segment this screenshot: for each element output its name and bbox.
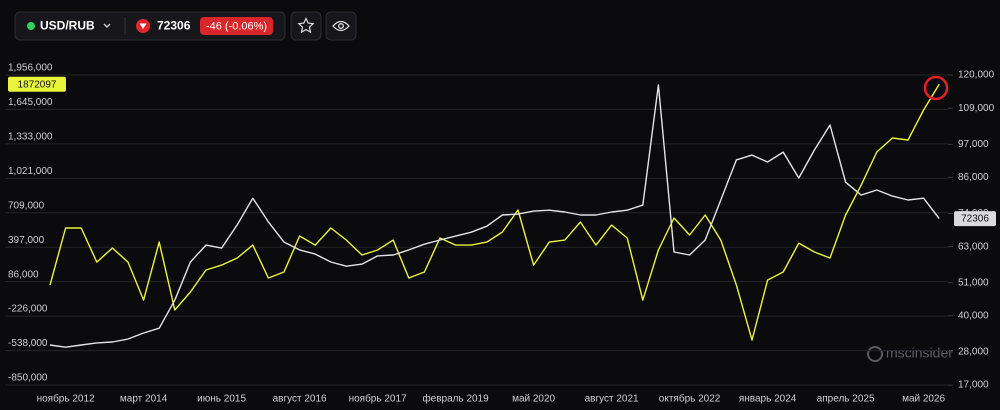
y2-tick-label: 109,000 [958,103,995,114]
x-tick-label: февраль 2019 [422,393,489,405]
eye-pupil [338,23,344,29]
star-icon[interactable] [297,17,315,34]
last-value-badge [954,211,996,227]
y-tick-label: -850,000 [8,373,48,384]
y2-tick-label: 17,000 [958,380,989,391]
y-tick-label: 1,956,000 [8,63,53,74]
visibility-button[interactable] [325,11,357,41]
last-value-badge [8,76,66,92]
y-tick-label: 1,645,000 [8,97,53,108]
change-badge [200,17,273,35]
x-tick-label: июнь 2015 [197,394,246,405]
y-tick-label: -538,000 [8,338,48,349]
x-tick-label: январь 2024 [739,394,797,405]
x-tick-label: ноябрь 2017 [349,393,407,405]
highlight-circle [923,75,949,101]
plot-area: 1,956,000 1,645,000 1,333,000 1,021,000 709,… [5,63,996,405]
x-tick-label: апрель 2025 [817,394,875,405]
y-tick-label: 1,021,000 [8,166,53,177]
y-tick-label: 86,000 [8,269,39,280]
y2-tick-label: 86,000 [958,172,989,183]
x-tick-label: август 2021 [585,394,639,405]
watermark: mscinsider [886,345,953,361]
series-line [49,83,940,341]
x-tick-label: март 2014 [120,394,168,405]
y-tick-label: -226,000 [8,304,48,315]
x-tick-label: октябрь 2022 [659,393,721,405]
watermark-logo [867,346,883,362]
change: -46 (-0.06%) [206,20,267,32]
series-line [49,84,940,348]
y2-tick-label: 51,000 [958,277,989,288]
price: 72306 [157,19,191,33]
y-tick-label: 1,333,000 [8,131,53,142]
y2-tick-label: 63,000 [958,241,989,252]
y-tick-label: 709,000 [8,200,45,211]
last-value-label: 72306 [961,214,989,225]
y2-tick-label: 28,000 [958,347,989,358]
y2-tick-label: 120,000 [958,70,995,81]
last-value-label: 1872097 [18,79,57,90]
status-dot [27,22,35,30]
x-tick-label: ноябрь 2012 [37,393,95,405]
y-tick-label: 397,000 [8,235,45,246]
favorite-button[interactable] [290,11,322,41]
x-tick-label: август 2016 [273,394,327,405]
x-tick-label: май 2026 [902,394,945,405]
eye-icon[interactable] [332,20,350,32]
down-arrow [139,23,147,29]
y2-tick-label: 40,000 [958,310,989,321]
dropdown-chevron[interactable] [103,23,111,28]
symbol[interactable]: USD/RUB [40,19,95,33]
y2-tick-label: 97,000 [958,139,989,150]
x-tick-label: май 2020 [512,394,555,405]
